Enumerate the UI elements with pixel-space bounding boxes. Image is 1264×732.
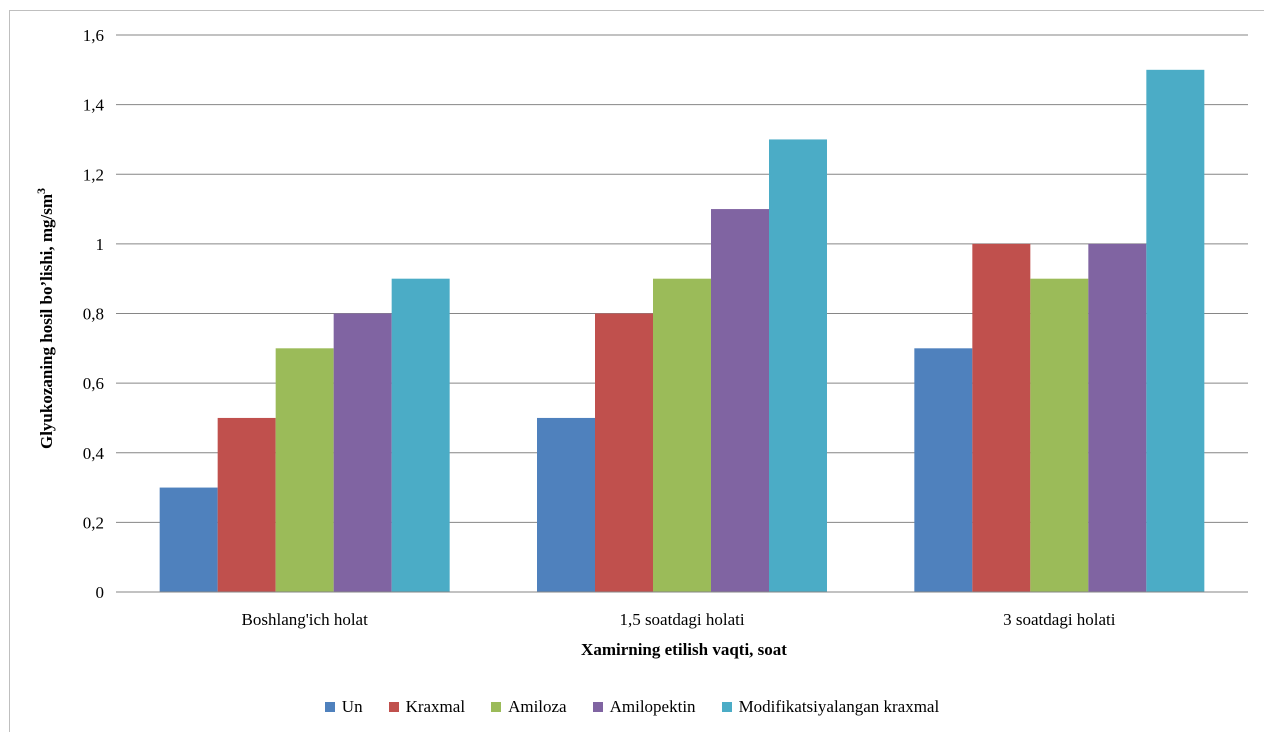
legend-label: Modifikatsiyalangan kraxmal: [738, 697, 940, 716]
legend-swatch: [324, 702, 335, 712]
x-axis-title: Xamirning etilish vaqti, soat: [581, 640, 787, 659]
bar-amilopektin: [1088, 243, 1147, 592]
y-tick-label: 0: [96, 583, 105, 602]
x-tick-label: 1,5 soatdagi holati: [619, 610, 744, 629]
bar-un: [537, 417, 595, 592]
bar-amiloza: [1030, 278, 1089, 592]
legend-item: Kraxmal: [388, 697, 466, 717]
bar-kraxmal: [595, 313, 653, 592]
bar-kraxmal: [217, 417, 276, 592]
bar-amilopektin: [711, 209, 769, 592]
y-axis-title-text: Glyukozaning hosil bo’lishi, mg/sm: [37, 194, 56, 449]
bar-amiloza: [275, 348, 334, 592]
legend-swatch: [721, 702, 732, 712]
legend-swatch: [491, 702, 502, 712]
legend-swatch: [388, 702, 399, 712]
y-tick-label: 1: [96, 235, 105, 254]
y-tick-label: 1,6: [83, 26, 104, 45]
y-tick-label: 1,2: [83, 165, 104, 184]
bar-un: [914, 348, 973, 592]
legend-label: Amilopektin: [609, 697, 696, 716]
legend-item: Un: [324, 697, 363, 717]
legend-label: Un: [341, 697, 363, 716]
x-tick-labels: Boshlang'ich holat 1,5 soatdagi holati 3 s…: [242, 610, 1116, 629]
bars: [159, 69, 1205, 592]
bar-un: [159, 487, 218, 592]
y-tick-label: 0,6: [83, 374, 104, 393]
legend-swatch: [592, 702, 603, 712]
y-axis-title-superscript: 3: [34, 188, 48, 194]
x-tick-label: 3 soatdagi holati: [1003, 610, 1116, 629]
x-tick-label: Boshlang'ich holat: [242, 610, 369, 629]
legend: Un Kraxmal Amiloza Amilopektin Modifikatsiya…: [0, 694, 1264, 720]
bar-amilopektin: [333, 313, 392, 592]
bar-kraxmal: [972, 243, 1031, 592]
y-axis-title: Glyukozaning hosil bo’lishi, mg/sm3: [34, 188, 56, 449]
y-tick-label: 0,8: [83, 305, 104, 324]
bar-modifikatsiyalangan-kraxmal: [391, 278, 450, 592]
bar-amiloza: [653, 278, 711, 592]
y-tick-label: 1,4: [83, 96, 105, 115]
bar-modifikatsiyalangan-kraxmal: [1146, 69, 1205, 592]
legend-item: Amiloza: [491, 697, 567, 717]
y-tick-label: 0,4: [83, 444, 105, 463]
bar-chart: 0 0,2 0,4 0,6 0,8 1 1,2 1,4 1,6 Boshlang'ich hol…: [34, 26, 1248, 659]
y-tick-labels: 0 0,2 0,4 0,6 0,8 1 1,2 1,4 1,6: [83, 26, 105, 602]
legend-label: Amiloza: [508, 697, 567, 716]
y-tick-label: 0,2: [83, 513, 104, 532]
bar-modifikatsiyalangan-kraxmal: [769, 139, 827, 592]
legend-item: Amilopektin: [592, 697, 696, 717]
legend-item: Modifikatsiyalangan kraxmal: [721, 697, 940, 717]
legend-label: Kraxmal: [405, 697, 466, 716]
